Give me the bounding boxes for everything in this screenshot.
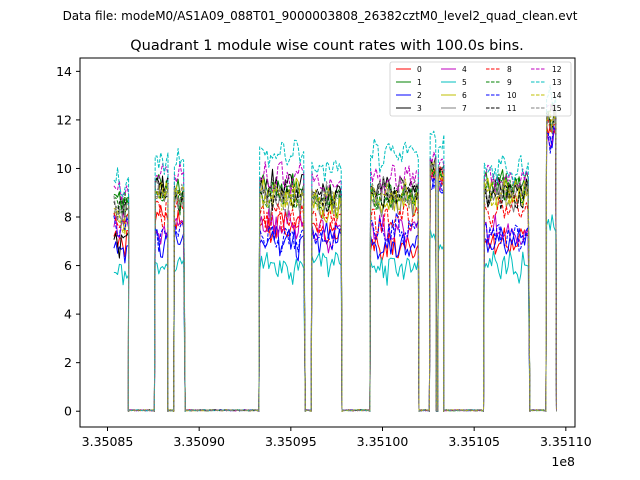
x-offset-label: 1e8 [551, 454, 575, 469]
y-tick-label: 4 [64, 307, 72, 322]
legend-label-14: 14 [552, 91, 562, 100]
legend-label-2: 2 [417, 91, 422, 100]
legend-label-8: 8 [507, 65, 512, 74]
legend-label-9: 9 [507, 78, 512, 87]
legend-label-10: 10 [507, 91, 517, 100]
x-tick-label: 3.35105 [448, 434, 500, 449]
y-tick-label: 12 [56, 112, 72, 127]
legend-frame [389, 61, 572, 117]
legend-label-3: 3 [417, 104, 422, 113]
x-tick-label: 3.35085 [82, 434, 134, 449]
y-tick-label: 14 [56, 64, 72, 79]
legend-label-5: 5 [462, 78, 467, 87]
legend-label-6: 6 [462, 91, 467, 100]
y-tick-label: 8 [64, 210, 72, 225]
y-axis: 0 2 4 6 8 10 12 14 [56, 64, 80, 419]
legend-label-12: 12 [552, 65, 562, 74]
y-tick-label: 10 [56, 161, 72, 176]
figure-suptitle: Data file: modeM0/AS1A09_088T01_90000038… [63, 9, 578, 23]
series-line-15 [113, 104, 557, 412]
x-tick-label: 3.35095 [265, 434, 317, 449]
y-tick-label: 2 [64, 355, 72, 370]
legend-label-0: 0 [417, 65, 422, 74]
legend-label-15: 15 [552, 104, 562, 113]
chart-title: Quadrant 1 module wise count rates with … [130, 38, 524, 54]
y-tick-label: 0 [64, 404, 72, 419]
x-tick-label: 3.35090 [173, 434, 225, 449]
x-tick-label: 3.35100 [357, 434, 409, 449]
legend-label-11: 11 [507, 104, 517, 113]
x-axis: 3.35085 3.35090 3.35095 3.35100 3.35105 3.351… [82, 427, 592, 449]
legend-label-4: 4 [462, 65, 467, 74]
legend-label-1: 1 [417, 78, 422, 87]
plot-frame [79, 57, 576, 428]
y-tick-label: 6 [64, 258, 72, 273]
legend-label-7: 7 [462, 104, 467, 113]
x-tick-label: 3.35110 [540, 434, 592, 449]
series-layer [113, 84, 557, 412]
legend-label-13: 13 [552, 78, 562, 87]
